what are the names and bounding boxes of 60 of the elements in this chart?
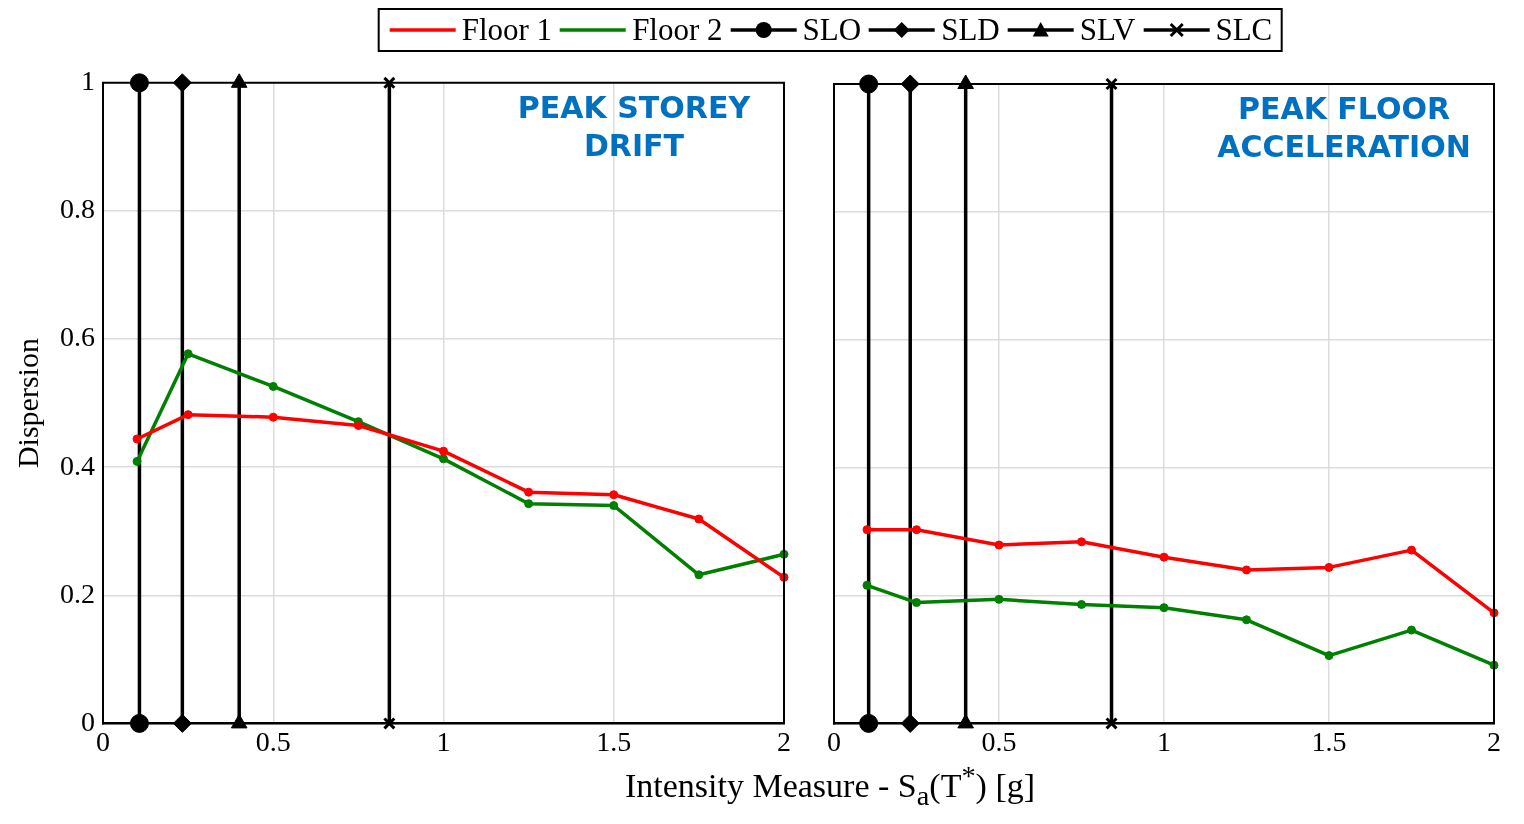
x-tick-label: 1 [436,725,451,757]
point [1407,625,1416,635]
point [609,501,619,511]
point [862,525,872,535]
point [1077,537,1086,547]
y-tick-label: 0 [81,705,95,737]
point [268,412,278,422]
x-tick-label: 0 [827,725,841,757]
point [1105,716,1118,730]
text: PEAK STOREY DRIFT [517,89,752,163]
legend-label: SLV [1079,12,1136,48]
x-tick-label: 1.5 [1311,725,1347,757]
point [862,580,872,590]
legend-label: Floor 2 [632,12,723,48]
point [183,349,193,359]
point [912,598,921,608]
point [1242,565,1251,575]
x-tick-label: 0.5 [981,725,1017,757]
point [132,434,142,444]
point [1077,599,1086,609]
legend-label: SLO [802,12,862,48]
point [994,540,1004,550]
y-tick-label: 1 [81,65,95,97]
legend-label: SLC [1215,12,1273,48]
point [1324,651,1334,661]
point [1242,615,1251,625]
x-axis-title: Intensity Measure - S$_{a}$(T$^{*}$) [g] [624,760,1036,810]
point [694,570,704,580]
x-tick-label: 0.5 [255,725,291,757]
y-tick-label: 0.2 [60,577,95,609]
x-tick-label: 1.5 [596,725,632,757]
point [382,716,396,730]
point [609,490,619,500]
point [439,446,448,456]
x-tick-label: 2 [777,725,791,757]
legend-label: Floor 1 [461,12,553,48]
point [694,514,704,524]
point [353,421,363,431]
point [994,594,1004,604]
point [1159,603,1169,613]
text: PEAK FLOOR ACCELERATION [1217,90,1471,164]
point [524,499,534,509]
x-tick-label: 2 [1487,725,1501,757]
point [268,381,278,391]
y-tick-label: 0.6 [60,321,95,353]
point [1324,562,1334,572]
point [183,410,193,420]
y-axis-title: Dispersion [10,338,44,469]
point [912,525,921,535]
point [1159,552,1169,562]
legend-label: SLD [941,12,1000,48]
point [524,487,534,497]
x-tick-label: 1 [1157,725,1171,757]
point [439,454,448,464]
y-tick-label: 0.4 [60,449,95,481]
point [1105,77,1118,91]
point [132,456,142,466]
y-tick-label: 0.8 [60,193,95,225]
point [382,76,396,90]
point [1407,545,1416,555]
